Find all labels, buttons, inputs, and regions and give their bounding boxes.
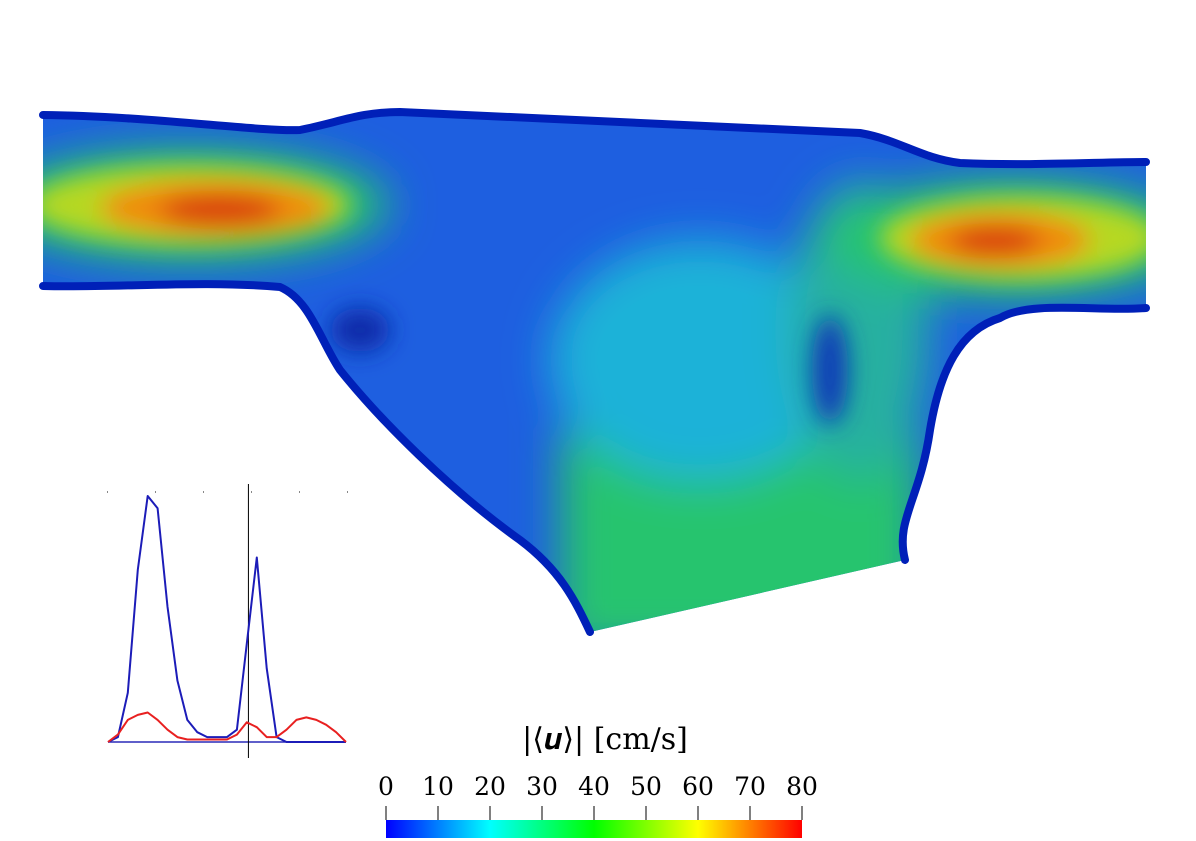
colorbar-tick-marks <box>385 806 803 820</box>
colorbar-tick-label: 30 <box>526 772 558 801</box>
waveform-tick <box>299 491 300 493</box>
waveform-tick <box>107 491 108 493</box>
low-speed-pocket <box>330 308 390 352</box>
colorbar-tick-label: 10 <box>422 772 454 801</box>
colorbar-tick-label: 70 <box>734 772 766 801</box>
colorbar-tick-label: 0 <box>378 772 394 801</box>
low-speed-streak <box>812 315 848 425</box>
flow-waveform-inset <box>107 484 348 758</box>
colorbar-tick-label: 80 <box>786 772 818 801</box>
colorbar <box>385 806 803 838</box>
waveform-tick <box>251 491 252 493</box>
colorbar-gradient <box>386 820 802 838</box>
waveform-top-ticks <box>107 491 348 493</box>
waveform-tick <box>155 491 156 493</box>
outlet-jet-peak <box>950 226 1040 256</box>
velocity-field <box>43 112 1146 632</box>
waveform-series-red <box>107 711 347 743</box>
center-cyan-band <box>550 240 850 480</box>
waveform-tick <box>347 491 348 493</box>
colorbar-tick-label: 50 <box>630 772 662 801</box>
inlet-jet-peak <box>160 194 280 226</box>
domain-wall <box>39 107 1150 636</box>
colorbar-tick-label: 60 <box>682 772 714 801</box>
colorbar-tick-label: 20 <box>474 772 506 801</box>
colorbar-title: |⟨𝒖⟩| [cm/s] <box>522 722 688 757</box>
waveform-series-blue <box>107 495 346 743</box>
colorbar-tick-label: 40 <box>578 772 610 801</box>
waveform-tick <box>203 491 204 493</box>
